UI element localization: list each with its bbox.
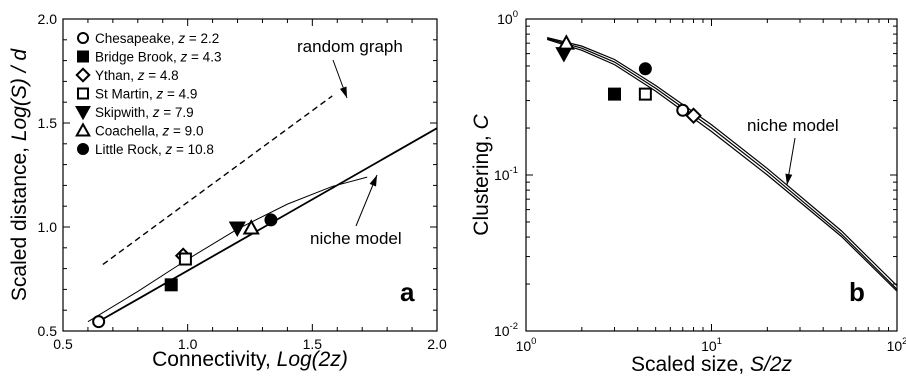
y-tick-label: 0.5 xyxy=(38,323,58,339)
panel-b-ticks: 100 101 102 10-2 10-1 100 xyxy=(494,9,906,354)
annotation-niche-model: niche model xyxy=(747,116,839,135)
legend-label: Ythan, z = 4.8 xyxy=(95,68,179,83)
legend-marker xyxy=(77,32,89,44)
arrow-niche-model xyxy=(785,137,796,186)
panel-b-niche-curve-3 xyxy=(546,38,898,292)
x-tick-label: 1.0 xyxy=(178,336,198,352)
panel-a-y-axis-title: Scaled distance, Log(S) / d xyxy=(8,48,31,301)
data-point xyxy=(608,87,622,101)
y-tick-label: 2.0 xyxy=(38,11,58,27)
x-tick-label: 2.0 xyxy=(427,336,447,352)
x-tick-label: 0.5 xyxy=(53,336,73,352)
data-point xyxy=(676,103,690,117)
data-point xyxy=(242,219,260,235)
legend-label: St Martin, z = 4.9 xyxy=(95,87,197,102)
panel-b-y-axis-title: Clustering, C xyxy=(470,113,493,235)
arrow-random-graph-head xyxy=(339,86,347,98)
panel-a-x-axis-title: Connectivity, Log(2z) xyxy=(152,348,348,371)
panel-a-data-points xyxy=(92,213,278,329)
data-point xyxy=(228,221,246,237)
x-tick-label: 1.5 xyxy=(303,336,323,352)
panel-b-frame xyxy=(525,18,898,332)
data-point xyxy=(92,315,106,329)
annotation-random-graph: random graph xyxy=(297,37,403,56)
panel-a: 0.5 1.0 1.5 2.0 0.5 1.0 1.5 2.0 Chesapeake, z = … xyxy=(8,11,447,371)
arrow-niche-model-head xyxy=(369,175,377,187)
panel-a-legend: Chesapeake, z = 2.2 Bridge Brook, z = 4.3… xyxy=(75,31,221,157)
legend-label: Skipwith, z = 7.9 xyxy=(95,105,194,120)
panel-b-niche-curve-2 xyxy=(546,37,898,287)
legend-marker xyxy=(75,106,91,121)
data-point xyxy=(638,87,652,101)
panel-b: 100 101 102 10-2 10-1 100 niche model b Scaled s… xyxy=(470,9,906,376)
annotation-niche-model: niche model xyxy=(310,229,402,248)
arrow-niche-model-head xyxy=(785,173,793,185)
arrow-random-graph xyxy=(332,59,348,99)
panel-a-line-fit xyxy=(92,127,438,326)
panel-b-x-axis-title: Scaled size, S/2z xyxy=(631,353,793,376)
legend-label: Coachella, z = 9.0 xyxy=(95,124,203,139)
data-point xyxy=(685,107,702,124)
panel-letter-a: a xyxy=(400,277,415,307)
x-tick-label: 100 xyxy=(516,336,537,354)
y-tick-label: 100 xyxy=(497,9,518,27)
data-point xyxy=(555,47,573,63)
y-tick-label: 1.0 xyxy=(38,219,58,235)
legend-label: Bridge Brook, z = 4.3 xyxy=(95,50,221,65)
y-tick-label: 10-2 xyxy=(494,321,518,339)
panel-b-data-points xyxy=(555,34,702,124)
legend-label: Chesapeake, z = 2.2 xyxy=(95,31,219,46)
legend-label: Little Rock, z = 10.8 xyxy=(95,142,214,157)
legend-marker xyxy=(75,67,91,83)
x-tick-label: 101 xyxy=(701,336,722,354)
panel-a-line-niche-model xyxy=(87,176,368,323)
legend-marker xyxy=(75,122,91,137)
panel-a-frame xyxy=(62,18,438,332)
legend-marker xyxy=(77,87,89,100)
legend-marker xyxy=(77,143,89,155)
data-point xyxy=(638,62,652,76)
panel-a-line-random-graph xyxy=(102,95,333,266)
legend-marker xyxy=(77,50,89,63)
data-point xyxy=(557,34,575,50)
data-point xyxy=(264,213,278,227)
y-tick-label: 1.5 xyxy=(38,115,58,131)
panel-b-niche-curve-1 xyxy=(546,37,898,290)
panel-letter-b: b xyxy=(849,277,865,307)
x-tick-label: 102 xyxy=(887,336,906,354)
data-point xyxy=(178,252,192,266)
data-point xyxy=(164,278,178,292)
arrow-niche-model xyxy=(355,174,378,227)
y-tick-label: 10-1 xyxy=(494,165,518,183)
